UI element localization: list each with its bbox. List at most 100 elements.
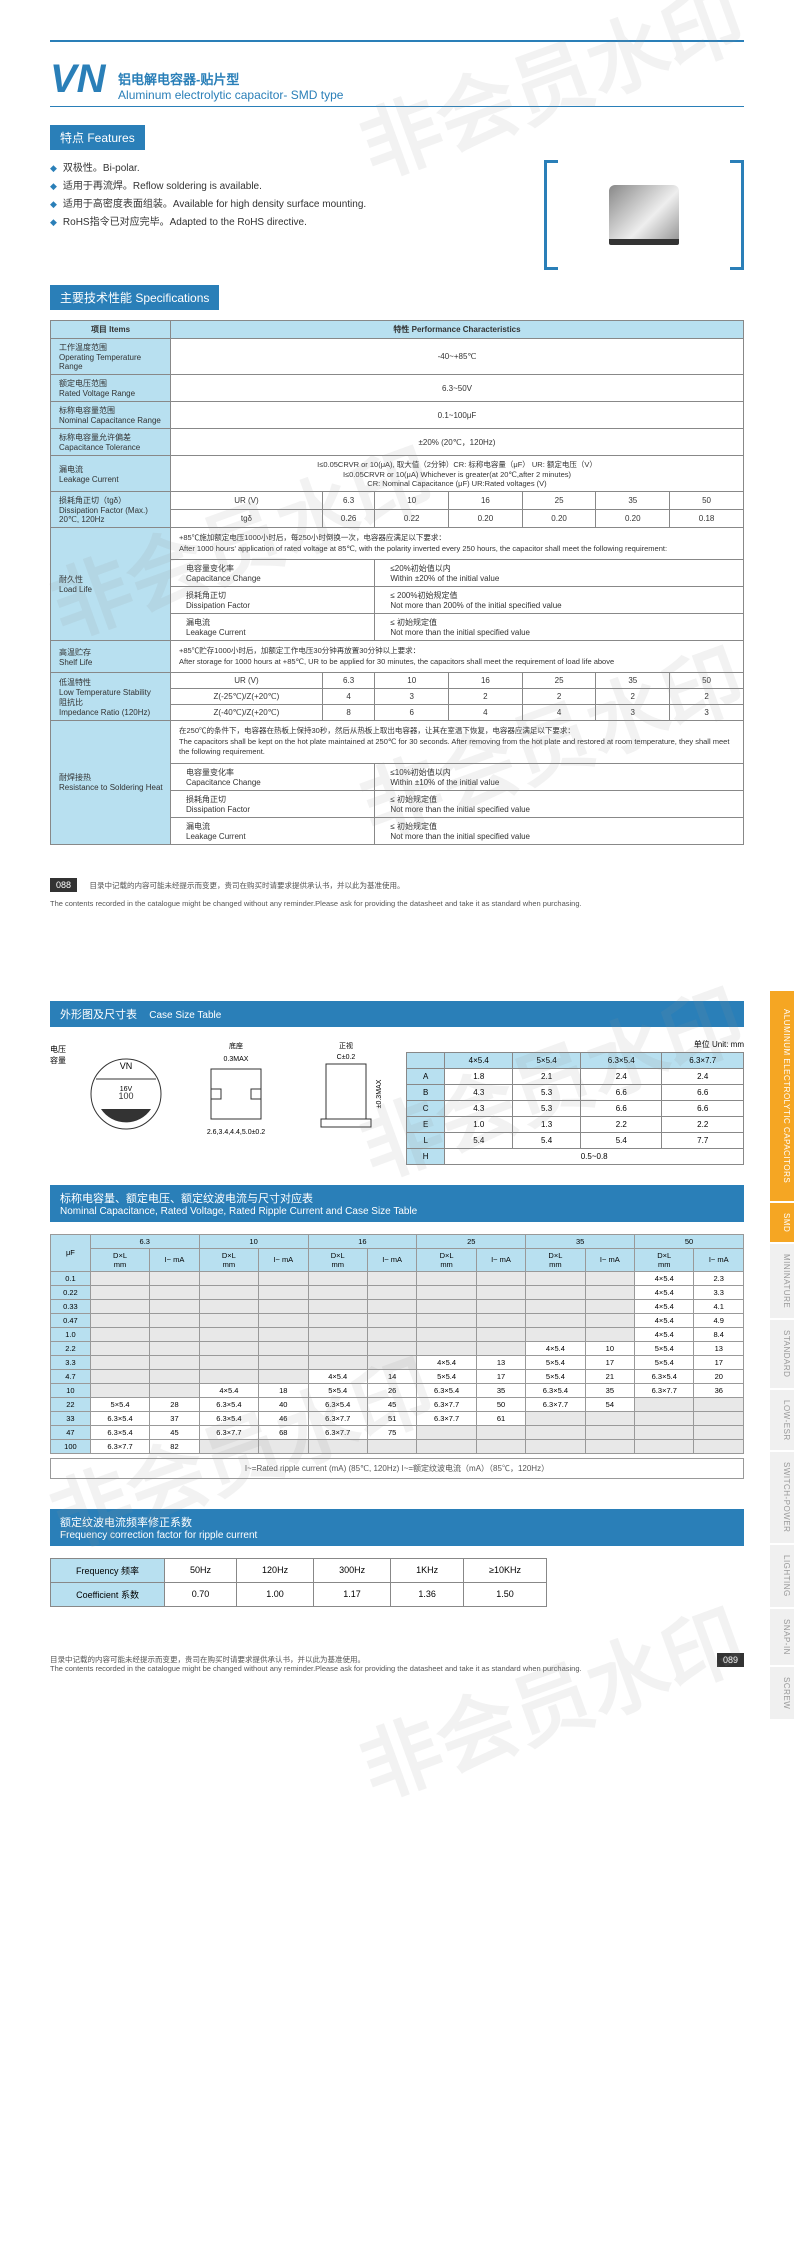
imp-r2: 6 [375,705,449,721]
nom-cell: 68 [259,1425,308,1439]
nom-cell: 5×5.4 [308,1383,367,1397]
nom-cell [150,1383,199,1397]
imp-v: 35 [596,673,670,689]
nom-cap-hdr: μF [51,1234,91,1271]
nom-sub-hdr: I~ mA [367,1248,416,1271]
nom-cell: 6.3×7.7 [417,1411,476,1425]
unit-note: 单位 Unit: mm [406,1039,744,1050]
nom-cell [259,1341,308,1355]
nom-cell [526,1439,585,1453]
side-tab[interactable]: LOW-ESR [770,1390,794,1451]
case-cell: 6.6 [581,1100,662,1116]
nom-cell: 17 [585,1355,634,1369]
nom-cell [308,1439,367,1453]
nom-cell [199,1327,258,1341]
specs-head: 主要技术性能 Specifications [50,285,219,310]
nom-cell: 17 [476,1369,525,1383]
nom-cell: 6.3×7.7 [526,1397,585,1411]
nom-cell: 4×5.4 [417,1355,476,1369]
nom-cell: 6.3×5.4 [417,1383,476,1397]
side-tab[interactable]: STANDARD [770,1320,794,1387]
nom-cell [476,1271,525,1285]
nom-cap-row: 1.0 [51,1327,91,1341]
sold-df-val: ≤ 初始规定值 Not more than the initial specif… [375,790,744,817]
coef-v: 1.36 [391,1582,464,1606]
nom-cell [259,1285,308,1299]
case-cell: 6.6 [662,1100,744,1116]
case-cell: 5.3 [513,1084,581,1100]
nom-cell [635,1411,694,1425]
df-val: 0.22 [375,510,449,528]
nom-cell [635,1425,694,1439]
nominal-table: μF6.31016253550D×L mmI~ mAD×L mmI~ mAD×L… [50,1234,744,1454]
nom-cell [585,1411,634,1425]
nom-cell: 6.3×7.7 [635,1383,694,1397]
df-val: 0.20 [449,510,523,528]
nom-cell [417,1439,476,1453]
nom-cell [150,1355,199,1369]
nom-cell [585,1425,634,1439]
nom-cell: 4×5.4 [526,1341,585,1355]
nom-cell [476,1327,525,1341]
nom-cell [90,1271,149,1285]
side-tab[interactable]: ALUMINUM ELECTROLYTIC CAPACITORS [770,991,794,1201]
nom-cell [199,1355,258,1369]
nom-sub-hdr: D×L mm [526,1248,585,1271]
freq-v: 120Hz [237,1558,314,1582]
nom-sub-hdr: I~ mA [694,1248,744,1271]
nom-cell [585,1313,634,1327]
capacitor-shape [609,185,679,245]
df-val: 0.20 [522,510,596,528]
imp-r1: 2 [449,689,523,705]
side-tab[interactable]: SCREW [770,1667,794,1719]
nom-cell: 61 [476,1411,525,1425]
nom-cell: 40 [259,1397,308,1411]
nom-cell: 45 [150,1425,199,1439]
dia-side-lbl: 正视 [339,1041,353,1051]
nom-cell [199,1285,258,1299]
case-cell: 1.3 [513,1116,581,1132]
case-head: 外形图及尺寸表 Case Size Table [50,1001,744,1027]
df-val: 0.26 [322,510,375,528]
nom-cell [417,1425,476,1439]
nom-cell [694,1411,744,1425]
coef-v: 1.50 [464,1582,547,1606]
tol-val: ±20% (20℃，120Hz) [171,429,744,456]
specs-table: 项目 Items 特性 Performance Characteristics … [50,320,744,845]
nom-cap-row: 2.2 [51,1341,91,1355]
imp-r2: 4 [522,705,596,721]
nom-cell: 6.3×7.7 [308,1411,367,1425]
side-tab[interactable]: SNAP-IN [770,1609,794,1665]
feature-item: 适用于高密度表面组装。Available for high density su… [50,196,524,214]
imp-v: 25 [522,673,596,689]
page-number: 088 [50,878,77,892]
side-tab[interactable]: SWITCH-POWER [770,1452,794,1542]
leak-val: I≤0.05CRVR or 10(μA), 取大值（2分钟）CR: 标称电容量（… [171,456,744,492]
df-v: 16 [449,492,523,510]
nom-cell [476,1299,525,1313]
case-table: 4×5.4 5×5.4 6.3×5.4 6.3×7.7 A1.82.12.42.… [406,1052,744,1165]
imp-r2: 4 [449,705,523,721]
nom-cell [150,1299,199,1313]
shelf-val: +85℃贮存1000小时后，加额定工作电压30分钟再放置30分钟以上要求： Af… [171,641,744,673]
nom-cell: 6.3×5.4 [199,1411,258,1425]
nom-volt-hdr: 6.3 [90,1234,199,1248]
nom-cap-row: 100 [51,1439,91,1453]
case-row-head: H [407,1148,445,1164]
nom-cell: 13 [694,1341,744,1355]
case-cell: 6.6 [662,1084,744,1100]
freq-v: 1KHz [391,1558,464,1582]
load-cap-lbl: 电容量变化率 Capacitance Change [171,560,375,587]
side-tab[interactable]: MININATURE [770,1244,794,1318]
side-tab[interactable]: SMD [770,1203,794,1242]
nom-volt-hdr: 25 [417,1234,526,1248]
nom-cell: 45 [367,1397,416,1411]
footer-row: 目录中记载的内容可能未经提示而变更，贵司在购买时请要求提供承认书，并以此为基准使… [50,1647,744,1675]
case-cell: 5.3 [513,1100,581,1116]
side-tab[interactable]: LIGHTING [770,1545,794,1607]
diagram-labels: 电压 容量 [50,1039,66,1066]
nom-cell [417,1313,476,1327]
svg-text:0.3MAX: 0.3MAX [224,1056,249,1063]
feature-item: 双极性。Bi-polar. [50,160,524,178]
nom-cell [199,1369,258,1383]
